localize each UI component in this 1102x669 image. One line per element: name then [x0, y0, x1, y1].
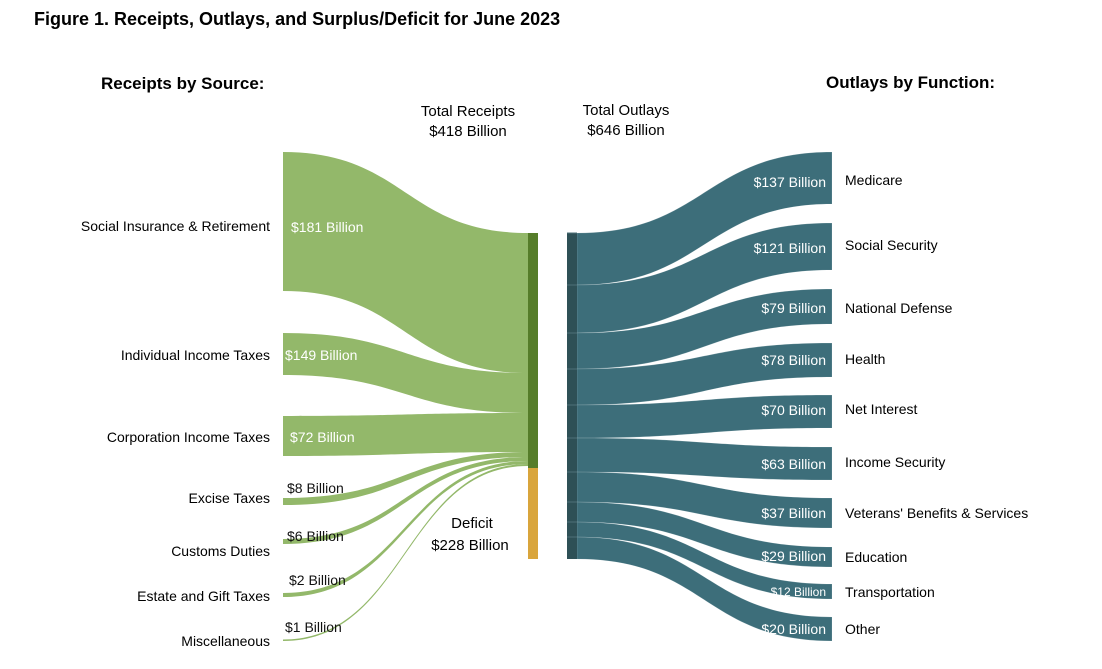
receipt-value-label: $2 Billion	[289, 572, 346, 588]
receipt-value-label: $149 Billion	[285, 347, 357, 363]
receipt-value-label: $8 Billion	[287, 480, 344, 496]
receipt-flow	[283, 452, 528, 505]
outlay-flow	[576, 394, 833, 439]
outlay-function-label: Education	[845, 549, 907, 565]
receipt-source-label: Excise Taxes	[189, 490, 270, 506]
receipt-flow	[283, 457, 528, 544]
receipt-source-label: Estate and Gift Taxes	[137, 588, 270, 604]
chart-title: Figure 1. Receipts, Outlays, and Surplus…	[34, 9, 560, 29]
outlay-flow	[576, 342, 833, 406]
receipt-flow	[283, 464, 528, 641]
total-outlays-node	[567, 233, 577, 559]
outlay-value-label: $63 Billion	[761, 456, 826, 472]
deficit-label: Deficit	[451, 515, 494, 532]
outlay-value-label: $70 Billion	[761, 402, 826, 418]
outlay-value-label: $79 Billion	[761, 300, 826, 316]
outlay-value-label: $37 Billion	[761, 505, 826, 521]
outlay-function-label: National Defense	[845, 300, 953, 316]
receipt-flow	[283, 152, 528, 373]
flows	[283, 151, 833, 642]
outlay-function-label: Social Security	[845, 237, 938, 253]
receipt-source-label: Miscellaneous	[181, 633, 270, 649]
outlays-heading: Outlays by Function:	[826, 73, 995, 92]
receipt-flow	[283, 333, 528, 413]
labels: Figure 1. Receipts, Outlays, and Surplus…	[34, 9, 1028, 649]
total-outlays-value: $646 Billion	[587, 122, 665, 139]
receipt-value-label: $6 Billion	[287, 528, 344, 544]
outlay-function-label: Net Interest	[845, 401, 917, 417]
receipts-heading: Receipts by Source:	[101, 74, 264, 93]
deficit-value: $228 Billion	[431, 537, 509, 554]
receipt-value-label: $181 Billion	[291, 219, 363, 235]
outlay-value-label: $121 Billion	[754, 240, 826, 256]
total-receipts-value: $418 Billion	[429, 123, 507, 140]
total-receipts-node	[528, 233, 538, 468]
receipt-flow	[283, 413, 528, 456]
outlay-flow	[576, 521, 833, 600]
outlay-value-label: $20 Billion	[761, 621, 826, 637]
receipt-source-label: Individual Income Taxes	[121, 347, 270, 363]
receipt-source-label: Corporation Income Taxes	[107, 429, 270, 445]
outlay-flow	[576, 536, 833, 642]
receipt-source-label: Customs Duties	[171, 543, 270, 559]
outlay-flow	[576, 288, 833, 370]
total-outlays-label: Total Outlays	[583, 102, 670, 119]
outlay-function-label: Income Security	[845, 454, 945, 470]
total-receipts-label: Total Receipts	[421, 103, 515, 120]
outlay-function-label: Transportation	[845, 584, 935, 600]
outlay-flow	[576, 222, 833, 334]
outlay-flow	[576, 501, 833, 568]
nodes	[528, 232, 577, 559]
receipt-source-label: Social Insurance & Retirement	[81, 218, 270, 234]
outlay-function-label: Health	[845, 351, 885, 367]
outlay-value-label: $29 Billion	[761, 548, 826, 564]
receipt-flow	[283, 461, 528, 597]
outlay-value-label: $78 Billion	[761, 352, 826, 368]
outlay-flow	[576, 151, 833, 286]
deficit-node	[528, 468, 538, 559]
outlay-function-label: Veterans' Benefits & Services	[845, 505, 1028, 521]
outlay-flow	[576, 437, 833, 481]
outlay-function-label: Other	[845, 621, 880, 637]
receipt-value-label: $1 Billion	[285, 619, 342, 635]
outlay-function-label: Medicare	[845, 172, 903, 188]
outlay-flow	[576, 471, 833, 529]
outlay-value-label: $12 Billion	[771, 585, 826, 599]
receipt-value-label: $72 Billion	[290, 429, 355, 445]
outlay-value-label: $137 Billion	[754, 174, 826, 190]
